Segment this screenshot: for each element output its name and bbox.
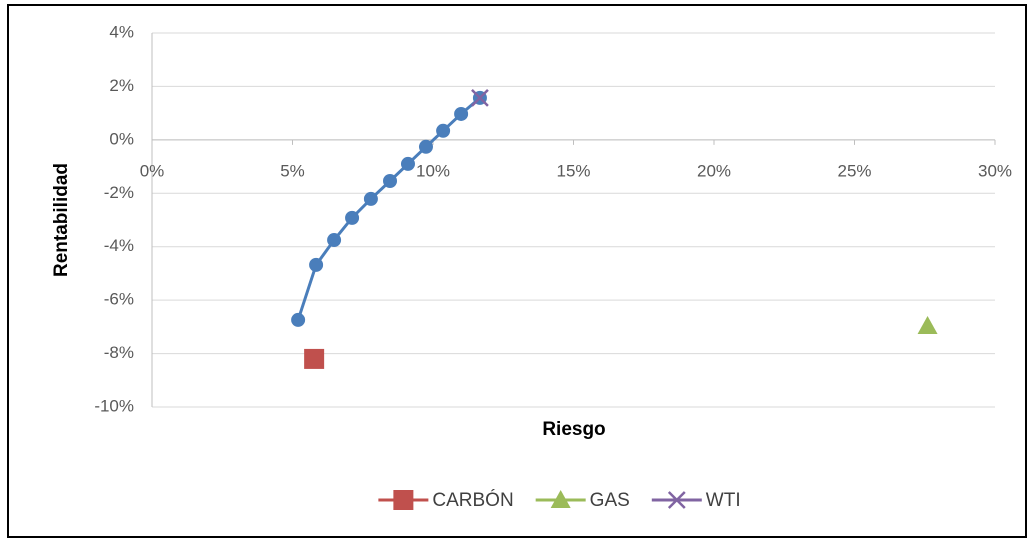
x-tick-label: 10%: [416, 161, 450, 180]
legend-marker: [667, 491, 686, 509]
point: [418, 139, 433, 154]
y-tick-label: -4%: [104, 236, 134, 255]
point: [436, 123, 451, 138]
legend: CARBÓN GAS WTI: [378, 489, 741, 511]
point: [345, 210, 360, 225]
chart-frame: [7, 4, 1027, 538]
point: [917, 316, 938, 335]
x-tick-label: 25%: [837, 161, 871, 180]
y-tick-label: 2%: [109, 76, 134, 95]
legend-marker: [393, 490, 414, 510]
x-tick-label: 15%: [556, 161, 590, 180]
y-tick-label: 4%: [109, 22, 134, 41]
y-tick-label: -10%: [94, 396, 134, 415]
y-tick-label: -2%: [104, 183, 134, 202]
y-axis-title: Rentabilidad: [51, 163, 72, 277]
point: [471, 89, 489, 107]
point: [454, 106, 469, 121]
point: [309, 257, 324, 272]
x-axis-title: Riesgo: [542, 419, 605, 440]
point: [327, 233, 342, 248]
point: [400, 156, 415, 171]
point: [291, 312, 306, 327]
x-tick-label: 30%: [978, 161, 1012, 180]
point: [304, 348, 325, 369]
legend-label: CARBÓN: [432, 489, 513, 511]
y-tick-label: -6%: [104, 290, 134, 309]
legend-label: WTI: [706, 490, 741, 511]
y-tick-label: -8%: [104, 343, 134, 362]
point: [363, 191, 378, 206]
point: [383, 173, 398, 188]
x-tick-label: 0%: [140, 161, 165, 180]
legend-label: GAS: [590, 490, 630, 511]
x-tick-label: 5%: [280, 161, 305, 180]
x-tick-label: 20%: [697, 161, 731, 180]
legend-marker: [550, 490, 571, 508]
y-tick-label: 0%: [109, 129, 134, 148]
